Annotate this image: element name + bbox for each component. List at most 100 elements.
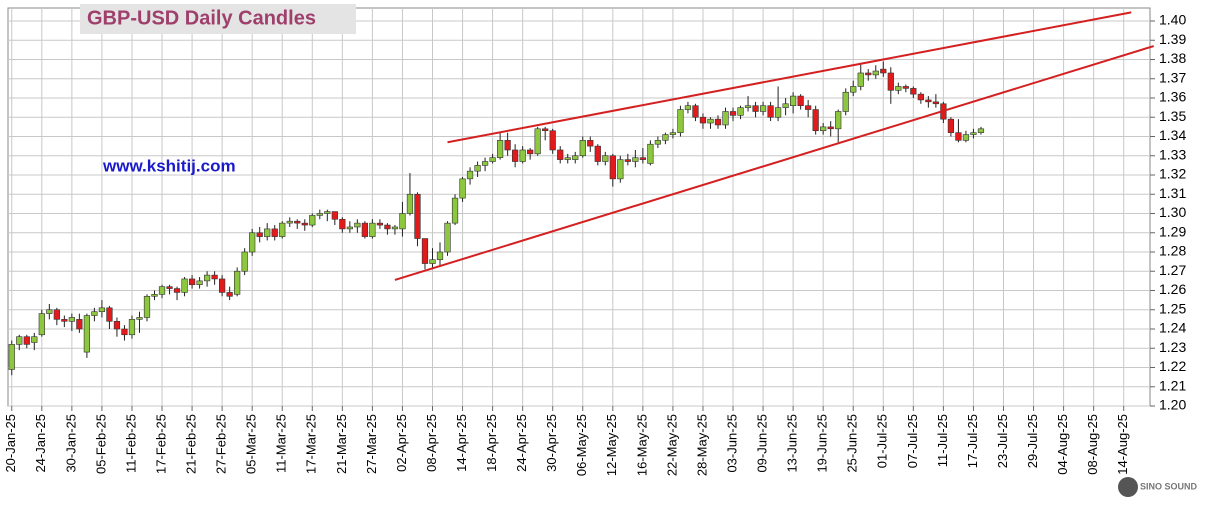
candle-body [136,317,143,320]
candle-body [654,140,662,145]
candle-body [286,220,293,224]
candle-body [68,317,75,322]
candle-body [617,159,624,180]
candle-body [947,118,955,133]
x-tick-label: 30-Jan-25 [63,414,78,473]
candle-body [820,126,827,132]
x-tick-label: 09-Jun-25 [755,414,770,473]
x-tick-label: 17-Feb-25 [153,414,168,474]
watermark-logo [1118,477,1138,497]
candle-body [549,130,556,151]
y-tick-label: 1.37 [1159,69,1186,85]
candle-body [962,134,970,141]
candle-body [707,118,714,124]
y-tick-label: 1.20 [1159,397,1186,413]
candle-body [158,286,166,295]
x-tick-label: 27-Mar-25 [364,414,379,474]
candle-body [932,101,939,105]
candle-body [203,274,211,282]
x-tick-label: 25-Jun-25 [845,414,860,473]
x-tick-label: 23-Jul-25 [995,414,1010,468]
trend-line [447,11,1132,144]
candle-body [234,270,241,295]
y-tick-label: 1.28 [1159,243,1186,259]
candle-body [887,72,894,91]
candle-body [579,140,586,157]
candle-body [279,222,286,237]
candle-body [219,278,226,293]
watermark: SINO SOUND [1140,481,1198,491]
candle-body [572,155,579,160]
x-tick-label: 06-May-25 [574,414,589,476]
candle-body [662,134,669,141]
candle-body [294,220,301,224]
candle-body [391,226,399,230]
candle-body [83,315,91,353]
candle-body [857,72,864,87]
candle-body [752,105,759,112]
candle-body [459,178,466,199]
y-tick-label: 1.22 [1159,358,1186,374]
candle-body [421,238,429,264]
candle-body [489,157,496,162]
candle-body [925,99,932,103]
x-tick-label: 01-Jul-25 [875,414,890,468]
candle-body [955,132,962,141]
candle-body [647,143,654,164]
candle-body [669,132,677,135]
candle-body [496,140,504,158]
candle-body [301,222,308,226]
candle-body [910,88,917,95]
x-tick-label: 17-Mar-25 [304,414,319,474]
candle-body [46,309,53,314]
y-tick-label: 1.29 [1159,223,1186,239]
candle-body [31,336,38,343]
x-tick-label: 07-Jul-25 [905,414,920,468]
candle-body [444,222,451,253]
candle-body [249,232,256,253]
candle-body [835,111,842,130]
plot-frame [7,7,1151,407]
y-tick-label: 1.30 [1159,204,1186,220]
candle-body [895,86,902,91]
candle-body [339,218,346,230]
x-tick-label: 04-Aug-25 [1055,414,1070,475]
candle-body [812,109,819,132]
candle-body [474,165,481,172]
candle-body [121,328,128,336]
candle-body [173,288,181,293]
candle-body [316,213,323,216]
candle-body [384,224,391,230]
candle-body [399,213,406,230]
candle-body [414,193,421,239]
x-tick-label: 24-Apr-25 [514,414,529,472]
candle-body [8,344,15,370]
candle-body [624,159,631,162]
candle-body [264,228,271,237]
candle-body [166,286,173,289]
x-tick-label: 22-May-25 [664,414,679,476]
candle-body [451,197,459,224]
candle-body [557,149,564,160]
candle-body [406,193,414,214]
candle-body [346,226,353,230]
y-tick-label: 1.35 [1159,108,1186,124]
candle-body [91,311,98,316]
candle-body [872,70,879,76]
candle-body [331,211,338,220]
candle-body [714,118,722,126]
candle-body [504,140,511,151]
y-tick-label: 1.25 [1159,300,1186,316]
x-tick-label: 18-Apr-25 [484,414,499,472]
x-tick-label: 11-Mar-25 [274,414,289,473]
candle-body [211,274,218,280]
x-tick-label: 08-Aug-25 [1085,414,1100,475]
candle-body [797,95,804,106]
candle-body [790,95,797,106]
title-box [80,4,356,34]
y-tick-label: 1.24 [1159,320,1186,336]
candle-body [564,157,571,160]
x-tick-label: 21-Feb-25 [184,414,199,474]
candle-body [850,86,857,93]
x-tick-label: 28-May-25 [694,414,709,476]
